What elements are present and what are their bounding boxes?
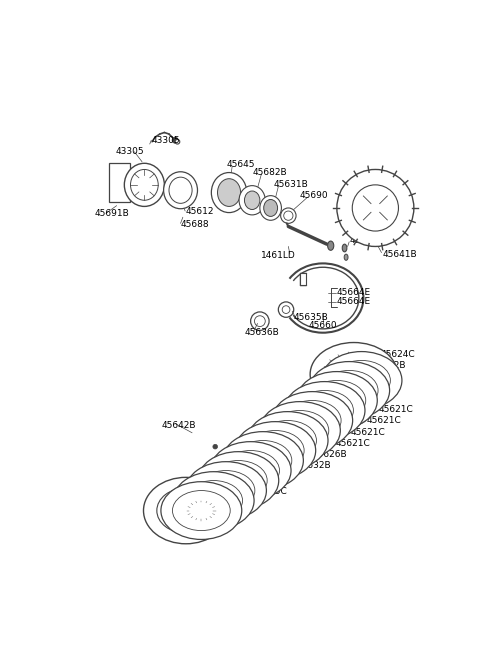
Ellipse shape — [254, 316, 265, 327]
Text: 45626B: 45626B — [312, 450, 347, 459]
Ellipse shape — [161, 481, 242, 540]
Text: 43305: 43305 — [152, 136, 180, 145]
Text: 45622B: 45622B — [372, 362, 406, 370]
Ellipse shape — [124, 163, 164, 206]
Text: 45625C: 45625C — [252, 487, 287, 496]
Ellipse shape — [284, 211, 293, 220]
Ellipse shape — [244, 191, 260, 210]
Text: 45632B: 45632B — [297, 461, 332, 470]
Ellipse shape — [131, 170, 158, 200]
Text: 45621C: 45621C — [351, 428, 385, 436]
Text: 45624C: 45624C — [381, 350, 415, 359]
Text: 45622B: 45622B — [360, 373, 395, 382]
Text: 45645: 45645 — [227, 160, 255, 170]
Ellipse shape — [309, 362, 390, 419]
Text: 45636B: 45636B — [244, 328, 279, 337]
Ellipse shape — [260, 196, 281, 220]
Text: 45650B: 45650B — [271, 421, 305, 430]
Ellipse shape — [321, 352, 402, 409]
Ellipse shape — [272, 392, 353, 449]
Text: 45621C: 45621C — [378, 405, 413, 414]
Text: 45660: 45660 — [309, 320, 337, 329]
Text: 45635B: 45635B — [294, 313, 328, 322]
Ellipse shape — [342, 244, 347, 252]
Text: 45642B: 45642B — [207, 494, 242, 503]
Ellipse shape — [344, 254, 348, 260]
Bar — [300, 272, 306, 285]
Ellipse shape — [235, 422, 316, 479]
Text: 45642B: 45642B — [161, 421, 196, 430]
Text: 45686: 45686 — [350, 236, 379, 245]
Text: 43305: 43305 — [115, 147, 144, 157]
Text: 45622B: 45622B — [349, 384, 384, 394]
Text: 45637B: 45637B — [252, 432, 287, 440]
Text: 45621C: 45621C — [336, 439, 370, 448]
Ellipse shape — [264, 200, 277, 216]
Ellipse shape — [169, 177, 192, 203]
Text: 45641B: 45641B — [383, 250, 418, 259]
Ellipse shape — [328, 241, 334, 250]
Text: 45612: 45612 — [186, 206, 215, 215]
Ellipse shape — [278, 302, 294, 317]
Ellipse shape — [284, 382, 365, 440]
Ellipse shape — [281, 208, 296, 223]
Text: 45664E: 45664E — [337, 288, 371, 297]
Text: 45664E: 45664E — [337, 297, 371, 307]
Ellipse shape — [210, 441, 291, 499]
Ellipse shape — [282, 306, 290, 314]
Ellipse shape — [223, 432, 303, 489]
Bar — [109, 163, 131, 202]
Ellipse shape — [326, 354, 381, 394]
Ellipse shape — [211, 172, 247, 213]
Text: 45631B: 45631B — [274, 180, 309, 189]
Text: 45682B: 45682B — [252, 168, 287, 177]
Text: 45623T: 45623T — [338, 396, 372, 405]
Ellipse shape — [239, 185, 265, 215]
Ellipse shape — [173, 472, 254, 529]
Text: 45690: 45690 — [300, 191, 328, 200]
Text: 1461LD: 1461LD — [262, 252, 296, 260]
Ellipse shape — [247, 411, 328, 470]
Text: 45633B: 45633B — [308, 421, 342, 430]
Ellipse shape — [144, 477, 228, 544]
Ellipse shape — [217, 179, 240, 206]
Text: 45691B: 45691B — [94, 209, 129, 218]
Ellipse shape — [337, 170, 414, 246]
Ellipse shape — [168, 496, 204, 525]
Text: 45627B: 45627B — [323, 409, 358, 418]
Ellipse shape — [260, 402, 340, 459]
Text: 45621C: 45621C — [366, 416, 401, 425]
Ellipse shape — [213, 444, 217, 449]
Ellipse shape — [186, 462, 266, 519]
Ellipse shape — [352, 185, 398, 231]
Ellipse shape — [297, 371, 377, 429]
Ellipse shape — [198, 452, 279, 510]
Ellipse shape — [157, 488, 215, 533]
Text: 45688: 45688 — [180, 220, 209, 229]
Ellipse shape — [172, 137, 178, 143]
Ellipse shape — [175, 140, 180, 144]
Ellipse shape — [251, 312, 269, 330]
Ellipse shape — [310, 343, 397, 406]
Ellipse shape — [164, 172, 197, 209]
